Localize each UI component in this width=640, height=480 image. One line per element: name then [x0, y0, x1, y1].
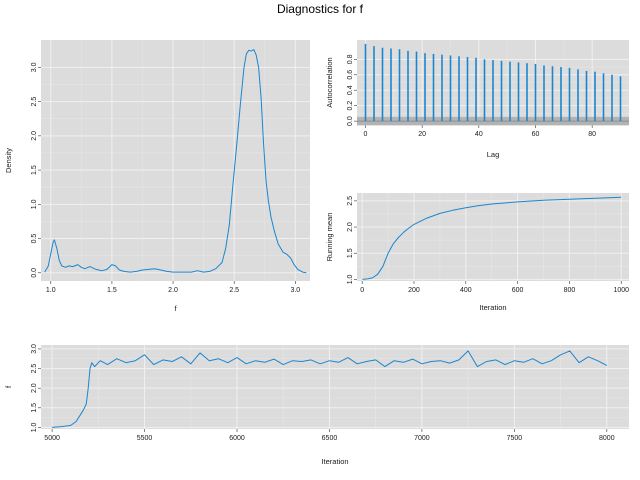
autocorrelation-xtick-label: 0 — [364, 131, 368, 138]
density-ytick-label: 1.0 — [31, 199, 38, 209]
trace-xtick-label: 6500 — [322, 435, 338, 442]
autocorrelation-xlabel: Lag — [487, 150, 500, 159]
density-xlabel: f — [174, 304, 177, 313]
running_mean-ytick-label: 1.0 — [347, 274, 354, 284]
trace-xtick-label: 7000 — [414, 435, 430, 442]
density-xtick-label: 2.5 — [229, 287, 239, 294]
trace-ylabel: f — [4, 385, 13, 388]
running_mean-xtick-label: 600 — [512, 287, 524, 294]
density-xtick-label: 2.0 — [168, 287, 178, 294]
autocorrelation-xtick-label: 80 — [588, 131, 596, 138]
trace-panel: 5000 5500 6000 6500 7000 7500 8000 1.0 1.5 2.0 2.5… — [4, 344, 629, 466]
trace-ytick-label: 1.5 — [31, 403, 38, 413]
autocorrelation-ytick-label: 0.6 — [347, 70, 354, 80]
running_mean-panel: 0 200 400 600 800 1000 1.0 1.5 2.0 2.5 Iteration Ru… — [325, 193, 629, 312]
trace-series-line — [52, 350, 608, 428]
running_mean-series-line — [362, 196, 622, 280]
autocorrelation-panel: 0 20 40 60 80 0.0 0.2 0.4 0.6 0.8 Lag Autocorrelati… — [325, 40, 629, 159]
density-xtick-label: 3.0 — [290, 287, 300, 294]
running_mean-xtick-label: 1000 — [613, 287, 629, 294]
figure-title: Diagnostics for f — [276, 2, 364, 16]
running_mean-xtick-label: 400 — [460, 287, 472, 294]
density-series-line — [44, 49, 307, 274]
trace-xlabel: Iteration — [321, 457, 348, 466]
density-ytick-label: 0.5 — [31, 234, 38, 244]
trace-xtick-label: 5500 — [137, 435, 153, 442]
running_mean-xtick-label: 200 — [408, 287, 420, 294]
running_mean-ytick-label: 2.0 — [347, 222, 354, 232]
trace-ytick-label: 2.5 — [31, 364, 38, 374]
density-ytick-label: 2.5 — [31, 97, 38, 107]
trace-ytick-label: 3.0 — [31, 344, 38, 354]
running_mean-ytick-label: 1.5 — [347, 248, 354, 258]
autocorrelation-xtick-label: 60 — [532, 131, 540, 138]
autocorrelation-xtick-label: 20 — [418, 131, 426, 138]
trace-xtick-label: 8000 — [599, 435, 615, 442]
running_mean-xtick-label: 800 — [564, 287, 576, 294]
density-ytick-label: 3.0 — [31, 62, 38, 72]
autocorrelation-xtick-label: 40 — [475, 131, 483, 138]
density-xtick-label: 1.5 — [107, 287, 117, 294]
density-ytick-label: 0.0 — [31, 268, 38, 278]
autocorrelation-ytick-label: 0.8 — [347, 54, 354, 64]
trace-xtick-label: 5000 — [44, 435, 60, 442]
trace-xtick-label: 7500 — [507, 435, 523, 442]
autocorrelation-ytick-label: 0.2 — [347, 101, 354, 111]
density-panel: 1.0 1.5 2.0 2.5 3.0 0.0 0.5 1.0 1.5 2.0 2.5 3.0 f Den… — [4, 40, 310, 313]
trace-xtick-label: 6000 — [229, 435, 245, 442]
autocorrelation-ytick-label: 0.0 — [347, 116, 354, 126]
running_mean-ylabel: Running mean — [325, 213, 334, 262]
running_mean-xtick-label: 0 — [360, 287, 364, 294]
density-ytick-label: 2.0 — [31, 131, 38, 141]
autocorrelation-ytick-label: 0.4 — [347, 85, 354, 95]
trace-ytick-label: 2.0 — [31, 383, 38, 393]
running_mean-xlabel: Iteration — [479, 303, 506, 312]
autocorrelation-ylabel: Autocorrelation — [325, 57, 334, 107]
trace-ytick-label: 1.0 — [31, 422, 38, 432]
running_mean-ytick-label: 2.5 — [347, 196, 354, 206]
density-xtick-label: 1.0 — [46, 287, 56, 294]
running_mean-plot-area — [357, 193, 629, 281]
trace-plot-area — [41, 345, 629, 429]
density-ylabel: Density — [4, 148, 13, 173]
density-ytick-label: 1.5 — [31, 165, 38, 175]
